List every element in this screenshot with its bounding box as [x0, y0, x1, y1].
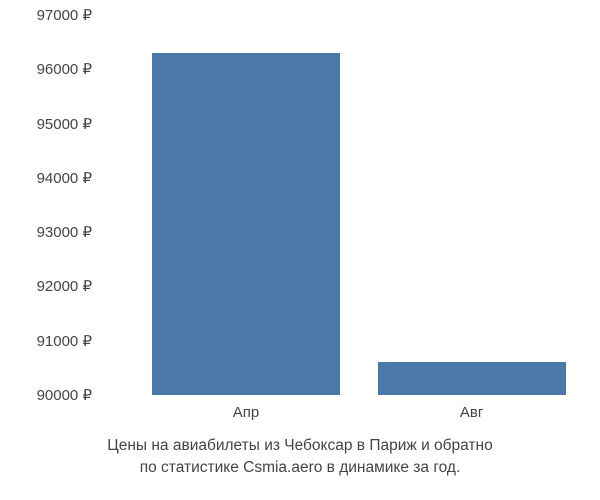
y-axis: 90000 ₽91000 ₽92000 ₽93000 ₽94000 ₽95000… — [0, 15, 100, 395]
x-axis: Апр Авг — [105, 400, 575, 430]
y-tick-label: 91000 ₽ — [37, 332, 92, 350]
caption-line1: Цены на авиабилеты из Чебоксар в Париж и… — [107, 437, 492, 454]
y-tick-label: 97000 ₽ — [37, 6, 92, 24]
y-tick-label: 93000 ₽ — [37, 223, 92, 241]
bar — [378, 362, 566, 395]
x-tick-label: Авг — [460, 404, 483, 421]
chart-caption: Цены на авиабилеты из Чебоксар в Париж и… — [0, 435, 600, 480]
price-chart: 90000 ₽ 91000 ₽ 92000 ₽ 93000 ₽ 94000 ₽ 95000… — [0, 0, 600, 500]
y-tick-label: 90000 ₽ — [37, 386, 92, 404]
y-tick-label: 95000 ₽ — [37, 115, 92, 133]
bar — [152, 53, 340, 395]
y-tick-label: 96000 ₽ — [37, 60, 92, 78]
y-tick-label: 92000 ₽ — [37, 277, 92, 295]
plot-area — [105, 15, 575, 395]
caption-line2: по статистике Csmia.aero в динамике за г… — [140, 459, 461, 476]
x-tick-label: Апр — [233, 404, 259, 421]
y-tick-label: 94000 ₽ — [37, 169, 92, 187]
